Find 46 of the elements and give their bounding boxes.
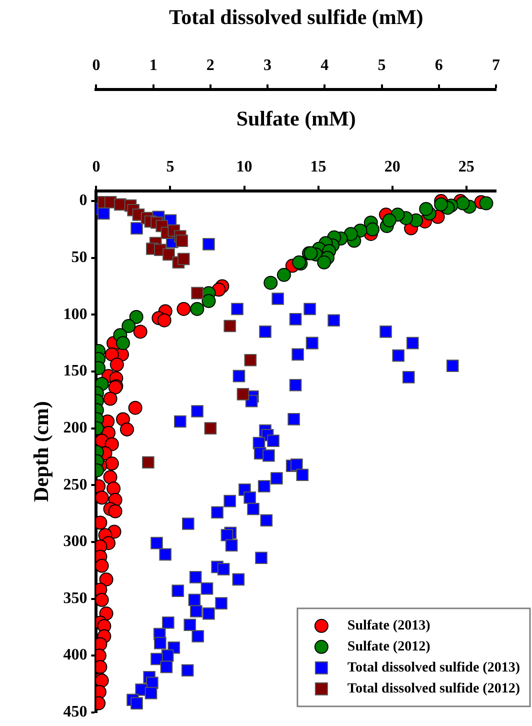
x2-tick-label: 3 [264, 56, 272, 74]
x-tick-label: 20 [384, 158, 400, 176]
point [419, 202, 434, 216]
point [479, 196, 494, 210]
y-tick-label: 350 [63, 590, 88, 607]
point [276, 268, 291, 282]
y-tick-label: 0 [79, 192, 88, 210]
legend-label: Sulfate (2013) [347, 618, 431, 634]
x2-tick-label: 7 [492, 56, 500, 74]
y-tick-label: 400 [63, 646, 88, 664]
legend-label: Total dissolved sulfide (2012) [347, 682, 520, 697]
x-tick-label: 0 [92, 158, 100, 176]
point [122, 319, 136, 334]
x-tick-label: 25 [458, 158, 474, 176]
x2-tick-label: 6 [434, 56, 443, 74]
y-tick-label: 200 [63, 419, 88, 436]
point [190, 302, 204, 316]
legend-label: Total dissolved sulfide (2013) [347, 660, 520, 676]
y-tick-label: 150 [63, 362, 88, 380]
y-tick-label: 100 [63, 306, 88, 323]
point [317, 255, 332, 270]
point [434, 197, 448, 212]
x-tick-label: 10 [236, 158, 252, 176]
point [202, 294, 216, 308]
point [456, 196, 470, 210]
point [366, 222, 380, 236]
y-tick-label: 450 [63, 704, 88, 721]
x2-tick-label: 4 [320, 56, 329, 74]
y-axis-title: Depth (cm) [29, 401, 54, 502]
x-tick-label: 15 [310, 158, 326, 176]
point [129, 310, 144, 324]
x2-axis-title: Total dissolved sulfide (mM) [169, 5, 424, 30]
legend-label: Sulfate (2012) [347, 640, 431, 655]
x-axis-title: Sulfate (mM) [236, 106, 356, 130]
y-tick-label: 250 [63, 476, 88, 494]
x2-tick-label: 5 [378, 56, 386, 74]
point [344, 226, 358, 241]
y-tick-label: 300 [63, 533, 88, 550]
x2-tick-label: 1 [149, 56, 158, 74]
y-tick-label: 50 [71, 248, 88, 266]
x-tick-label: 5 [166, 158, 174, 176]
x2-tick-label: 0 [92, 56, 100, 74]
point [264, 276, 278, 290]
x2-tick-label: 2 [206, 56, 214, 74]
point [382, 213, 396, 228]
point [116, 336, 130, 350]
